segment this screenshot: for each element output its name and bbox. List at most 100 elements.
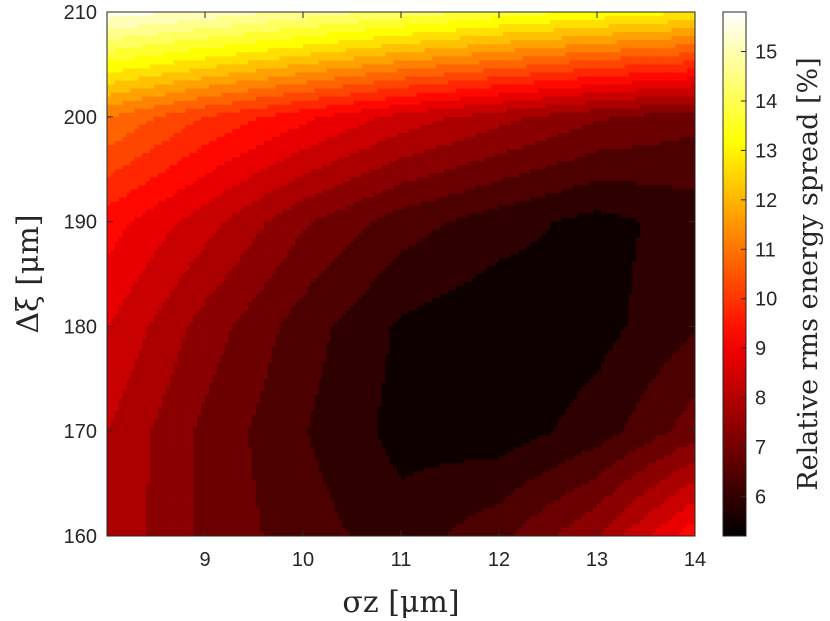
- contour-cell: [550, 64, 555, 69]
- contour-cell: [162, 56, 167, 61]
- contour-cell: [479, 48, 484, 53]
- contour-cell: [366, 76, 371, 81]
- contour-cell: [327, 81, 332, 86]
- contour-cell: [428, 40, 433, 45]
- contour-cell: [236, 81, 241, 86]
- contour-cell: [570, 44, 575, 49]
- contour-cell: [397, 32, 402, 37]
- contour-cell: [432, 64, 437, 69]
- contour-cell: [456, 40, 461, 45]
- contour-cell: [178, 52, 183, 57]
- contour-cell: [456, 16, 461, 21]
- contour-cell: [668, 40, 673, 45]
- contour-cell: [581, 68, 586, 73]
- contour-cell: [185, 32, 190, 37]
- contour-cell: [542, 36, 547, 41]
- contour-cell: [138, 40, 143, 45]
- contour-cell: [644, 44, 649, 49]
- contour-cell: [189, 48, 194, 53]
- contour-cell: [432, 16, 437, 21]
- contour-cell: [640, 28, 645, 33]
- contour-cell: [417, 36, 422, 41]
- contour-cell: [436, 68, 441, 73]
- contour-cell: [107, 56, 112, 61]
- contour-cell: [566, 24, 571, 29]
- contour-cell: [276, 68, 281, 73]
- contour-cell: [448, 28, 453, 33]
- contour-cell: [511, 32, 516, 37]
- contour-cell: [546, 20, 551, 25]
- contour-cell: [456, 32, 461, 37]
- contour-cell: [374, 64, 379, 69]
- contour-cell: [119, 56, 124, 61]
- contour-cell: [491, 56, 496, 61]
- contour-cell: [244, 36, 249, 41]
- contour-cell: [193, 44, 198, 49]
- contour-cell: [276, 40, 281, 45]
- contour-cell: [664, 44, 669, 49]
- contour-cell: [397, 81, 402, 86]
- contour-cell: [323, 52, 328, 57]
- contour-cell: [530, 28, 535, 33]
- contour-cell: [632, 72, 637, 77]
- contour-cell: [487, 36, 492, 41]
- contour-cell: [581, 56, 586, 61]
- contour-cell: [675, 68, 680, 73]
- contour-cell: [107, 16, 112, 21]
- contour-cell: [632, 56, 637, 61]
- contour-cell: [244, 20, 249, 25]
- contour-cell: [636, 20, 641, 25]
- contour-cell: [178, 56, 183, 61]
- contour-cell: [660, 28, 665, 33]
- contour-cell: [248, 48, 253, 53]
- contour-cell: [613, 28, 618, 33]
- contour-cell: [370, 81, 375, 86]
- contour-cell: [150, 44, 155, 49]
- contour-cell: [593, 48, 598, 53]
- contour-cell: [295, 36, 300, 41]
- contour-cell: [421, 48, 426, 53]
- contour-cell: [538, 52, 543, 57]
- contour-cell: [287, 60, 292, 65]
- contour-cell: [287, 24, 292, 29]
- contour-cell: [330, 48, 335, 53]
- contour-cell: [425, 81, 430, 86]
- contour-cell: [374, 32, 379, 37]
- contour-cell: [523, 32, 528, 37]
- contour-cell: [472, 48, 477, 53]
- contour-cell: [107, 44, 112, 49]
- contour-cell: [570, 76, 575, 81]
- contour-cell: [546, 44, 551, 49]
- contour-cell: [252, 60, 257, 65]
- contour-cell: [687, 60, 692, 65]
- contour-cell: [299, 24, 304, 29]
- contour-cell: [515, 52, 520, 57]
- contour-cell: [244, 12, 249, 17]
- contour-cell: [683, 44, 688, 49]
- contour-cell: [240, 44, 245, 49]
- contour-cell: [252, 24, 257, 29]
- contour-cell: [585, 72, 590, 77]
- contour-cell: [138, 72, 143, 77]
- contour-cell: [491, 44, 496, 49]
- contour-cell: [460, 60, 465, 65]
- contour-cell: [601, 48, 606, 53]
- contour-cell: [330, 36, 335, 41]
- contour-cell: [530, 64, 535, 69]
- contour-cell: [636, 64, 641, 69]
- contour-cell: [668, 44, 673, 49]
- contour-cell: [295, 12, 300, 17]
- contour-cell: [554, 72, 559, 77]
- contour-cell: [593, 28, 598, 33]
- contour-cell: [146, 68, 151, 73]
- contour-cell: [534, 60, 539, 65]
- contour-cell: [432, 12, 437, 17]
- contour-cell: [417, 32, 422, 37]
- contour-cell: [668, 76, 673, 81]
- contour-cell: [185, 81, 190, 86]
- contour-cell: [146, 60, 151, 65]
- contour-cell: [381, 12, 386, 17]
- contour-cell: [193, 36, 198, 41]
- contour-cell: [421, 72, 426, 77]
- contour-cell: [185, 60, 190, 65]
